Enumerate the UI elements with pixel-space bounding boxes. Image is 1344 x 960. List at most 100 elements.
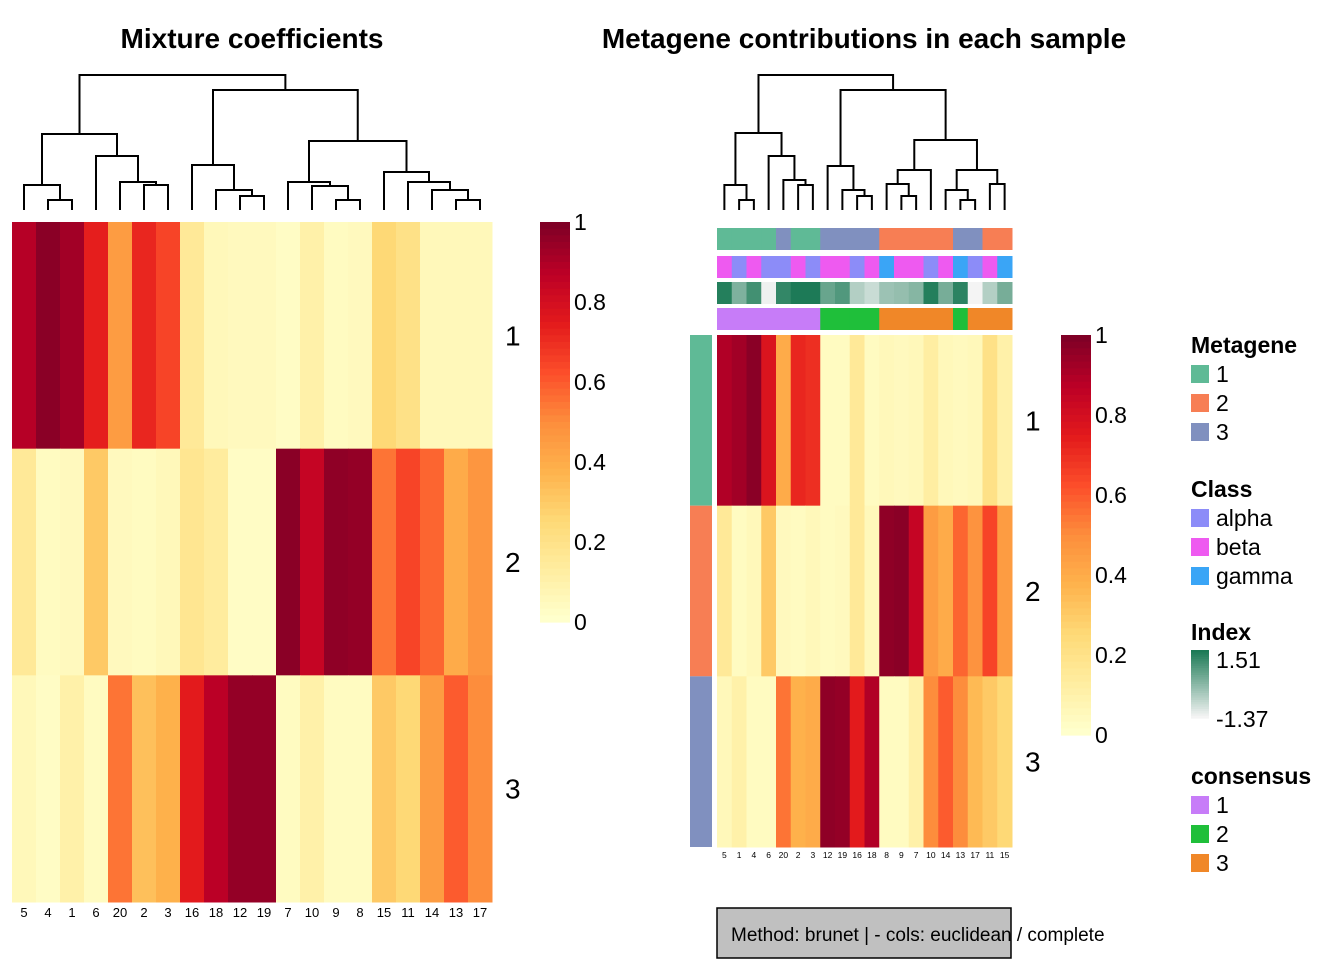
column-annotation-cell — [953, 308, 969, 330]
colorbar-segment — [1061, 641, 1091, 649]
colorbar-segment — [1061, 488, 1091, 496]
heatmap-cell — [444, 675, 469, 903]
heatmap-cell — [300, 675, 325, 903]
column-annotation-cell — [879, 282, 895, 304]
heatmap-cell — [444, 222, 469, 450]
column-label: 1 — [68, 905, 75, 920]
colorbar-tick-label: 1 — [574, 209, 587, 235]
colorbar-segment — [1061, 715, 1091, 723]
column-annotation-cell — [731, 228, 747, 250]
column-annotation-cell — [717, 308, 733, 330]
column-annotation-cell — [997, 228, 1013, 250]
column-annotation-cell — [864, 228, 880, 250]
colorbar-segment — [540, 375, 570, 383]
column-annotation-cell — [776, 282, 792, 304]
heatmap-cell — [324, 448, 349, 676]
dendrogram-branch — [856, 195, 873, 210]
heatmap-cell — [324, 222, 349, 450]
colorbar-segment — [540, 495, 570, 503]
column-label: 16 — [852, 850, 862, 860]
column-label: 15 — [377, 905, 391, 920]
legend-item-label: 1 — [1216, 361, 1229, 387]
heatmap-cell — [372, 222, 397, 450]
legend-swatch — [1191, 796, 1209, 814]
colorbar-segment — [540, 262, 570, 270]
heatmap-cell — [879, 505, 895, 677]
column-annotation-cell — [938, 256, 954, 278]
colorbar-segment — [540, 582, 570, 590]
colorbar-segment — [1061, 541, 1091, 549]
heatmap-cell — [731, 335, 747, 507]
heatmap-cell — [36, 222, 61, 450]
column-annotation-cell — [849, 308, 865, 330]
dendrogram-branch — [191, 164, 235, 210]
legend-gradient-segment — [1191, 650, 1209, 653]
legend-gradient-segment — [1191, 668, 1209, 671]
column-annotation-cell — [835, 228, 851, 250]
colorbar-segment — [1061, 401, 1091, 409]
heatmap-cell — [717, 676, 733, 848]
heatmap-cell — [300, 222, 325, 450]
column-label: 16 — [185, 905, 199, 920]
colorbar-segment — [1061, 481, 1091, 489]
heatmap-cell — [108, 675, 133, 903]
heatmap-cell — [108, 222, 133, 450]
dendrogram-branch — [839, 89, 947, 166]
heatmap-cell — [276, 448, 301, 676]
legend-swatch — [1191, 538, 1209, 556]
heatmap-cell — [938, 335, 954, 507]
dendrogram-branch — [455, 199, 481, 210]
legend-item-label: alpha — [1216, 505, 1272, 531]
column-annotation-cell — [731, 282, 747, 304]
colorbar-segment — [540, 302, 570, 310]
column-annotation-cell — [790, 228, 806, 250]
column-label: 7 — [284, 905, 291, 920]
heatmap-cell — [180, 675, 205, 903]
column-annotation-cell — [894, 308, 910, 330]
title-mixture-coefficients: Mixture coefficients — [121, 23, 384, 54]
heatmap-cell — [204, 222, 229, 450]
row-label: 3 — [505, 774, 521, 805]
dendrogram-branch — [988, 183, 1006, 210]
dendrogram-branch — [959, 199, 977, 210]
heatmap-cell — [997, 335, 1013, 507]
legend-gradient-segment — [1191, 672, 1209, 676]
colorbar-segment — [1061, 381, 1091, 389]
colorbar-segment — [1061, 615, 1091, 623]
legend-gradient-segment — [1191, 715, 1209, 719]
row-label: 1 — [1025, 405, 1041, 436]
colorbar-tick-label: 0.6 — [574, 369, 606, 395]
legend-gradient-segment — [1191, 713, 1209, 717]
column-annotation-cell — [835, 256, 851, 278]
heatmap-cell — [228, 222, 253, 450]
colorbar-segment — [1061, 415, 1091, 423]
colorbar-segment — [1061, 335, 1091, 343]
colorbar-segment — [540, 355, 570, 363]
colorbar-segment — [540, 535, 570, 543]
heatmap-cell — [982, 505, 998, 677]
colorbar-segment — [1061, 581, 1091, 589]
row-label: 1 — [505, 320, 521, 351]
colorbar-segment — [540, 542, 570, 550]
colorbar-tick-label: 0.4 — [1095, 562, 1127, 588]
column-label: 9 — [899, 850, 904, 860]
colorbar-segment — [1061, 635, 1091, 643]
column-annotation-cell — [908, 256, 924, 278]
colorbar-segment — [1061, 561, 1091, 569]
heatmap-cell — [982, 676, 998, 848]
colorbar-segment — [1061, 421, 1091, 429]
heatmap-cell — [36, 448, 61, 676]
colorbar-segment — [540, 468, 570, 476]
column-annotation-cell — [790, 282, 806, 304]
column-annotation-cell — [982, 308, 998, 330]
heatmap-cell — [468, 222, 493, 450]
colorbar-segment — [1061, 495, 1091, 503]
heatmap-mixture-coefficients — [12, 222, 493, 903]
dendrogram-branch — [41, 133, 118, 185]
heatmap-cell — [156, 222, 181, 450]
heatmap-cell — [790, 335, 806, 507]
column-annotation-cell — [761, 282, 777, 304]
legend-gradient-segment — [1191, 659, 1209, 662]
column-annotation-cell — [820, 282, 836, 304]
